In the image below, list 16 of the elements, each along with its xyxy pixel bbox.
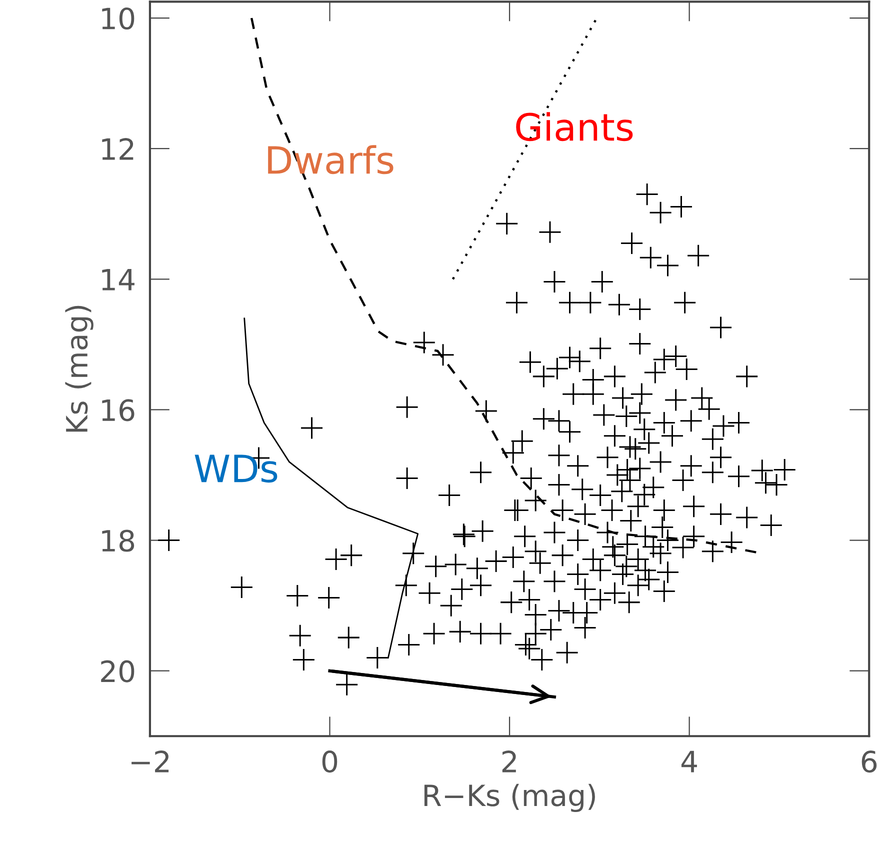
y-tick-label: 10 xyxy=(102,7,134,30)
x-tick-label: 4 xyxy=(681,750,697,772)
annotation: Giants xyxy=(516,112,633,142)
y-tick-label: 12 xyxy=(102,138,134,160)
y-tick-label: 14 xyxy=(102,268,134,290)
annotation: WDs xyxy=(194,454,278,483)
y-tick-label: 20 xyxy=(101,660,134,682)
x-tick-label: −2 xyxy=(132,750,169,772)
y-tick-label: 18 xyxy=(102,530,134,552)
x-axis-title: R−Ks (mag) xyxy=(424,784,595,812)
x-tick-label: 6 xyxy=(862,750,877,773)
x-tick-label: 0 xyxy=(322,750,338,773)
y-tick-label: 16 xyxy=(102,399,134,422)
annotation: Dwarfs xyxy=(268,145,394,174)
x-tick-label: 2 xyxy=(502,750,516,772)
y-axis-title: Ks (mag) xyxy=(65,306,94,432)
